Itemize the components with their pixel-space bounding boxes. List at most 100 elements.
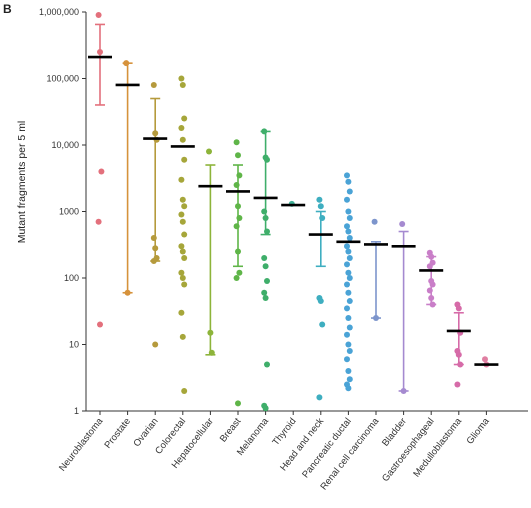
data-point [455, 351, 462, 358]
data-point [179, 248, 186, 255]
data-point [371, 218, 378, 225]
data-point [345, 341, 352, 348]
data-point [152, 341, 159, 348]
data-point [344, 331, 350, 338]
category-label: Neuroblastoma [57, 416, 106, 474]
data-point [345, 248, 352, 255]
data-point [181, 387, 188, 394]
data-point [319, 214, 326, 221]
category-label: Glioma [465, 416, 493, 447]
data-point [346, 376, 353, 383]
data-point [373, 315, 379, 322]
data-point [317, 203, 324, 210]
data-point [97, 321, 103, 328]
data-point [233, 275, 240, 281]
data-point [95, 12, 102, 19]
data-point [181, 281, 188, 288]
category-group [115, 60, 140, 296]
data-point [345, 269, 352, 276]
data-point [236, 269, 243, 276]
data-point [345, 228, 352, 235]
data-point [344, 172, 350, 179]
category-group [419, 249, 444, 308]
data-point [455, 305, 462, 312]
data-point [346, 324, 353, 331]
category-group [446, 301, 471, 388]
data-point [179, 196, 186, 203]
category-group [170, 75, 195, 394]
data-point [346, 234, 353, 241]
data-point [264, 228, 270, 235]
axes: 1 10 100 1000 10,000 100,000 1,000,000 [39, 7, 528, 416]
data-point [97, 49, 103, 56]
data-point [319, 321, 326, 328]
data-point [344, 261, 350, 268]
data-point [181, 156, 188, 163]
data-point [345, 208, 352, 215]
data-point [345, 289, 352, 296]
category-label: Prostate [103, 416, 133, 451]
data-point [150, 258, 157, 265]
y-tick-label: 10 [69, 340, 79, 350]
data-point [482, 356, 488, 363]
data-point [429, 301, 436, 308]
data-point [179, 275, 186, 281]
category-label: Thyroid [270, 416, 298, 448]
data-point [454, 381, 461, 388]
data-point [428, 295, 435, 302]
category-group [474, 356, 499, 368]
data-point [179, 333, 186, 340]
data-point [178, 125, 185, 132]
category-group [198, 148, 223, 356]
y-tick-label: 1 [74, 406, 79, 416]
data-point [261, 208, 268, 215]
category-group [308, 196, 333, 401]
y-tick-label: 10,000 [51, 140, 79, 150]
category-label: Medulloblastoma [411, 416, 464, 480]
data-point [346, 214, 353, 221]
data-point [316, 394, 323, 401]
data-point [124, 289, 131, 296]
data-point [344, 223, 350, 230]
data-point [152, 245, 159, 252]
chart-marks [88, 12, 499, 412]
data-point [179, 81, 186, 88]
data-point [178, 243, 185, 250]
data-point [264, 361, 270, 368]
category-label: Ovarian [131, 416, 160, 449]
data-point [206, 148, 212, 155]
panel-label: B [3, 2, 12, 16]
data-point [178, 211, 185, 218]
data-point [181, 115, 188, 122]
category-group [336, 172, 361, 392]
data-point [426, 287, 433, 294]
data-point [346, 188, 353, 195]
data-point [181, 203, 188, 210]
data-point [178, 269, 185, 276]
data-point [233, 223, 240, 230]
data-point [429, 281, 436, 288]
data-point [346, 347, 353, 354]
data-point [178, 176, 185, 183]
data-point [457, 361, 464, 368]
data-point [262, 214, 269, 221]
data-point [150, 234, 157, 241]
data-point [344, 305, 350, 312]
category-group [253, 128, 278, 412]
category-group [281, 200, 306, 207]
data-point [344, 243, 350, 250]
category-label: Breast [218, 416, 244, 445]
y-tick-label: 1000 [59, 207, 79, 217]
data-point [235, 248, 241, 255]
category-group [226, 139, 250, 407]
data-point [233, 139, 240, 146]
data-point [235, 203, 241, 210]
data-point [235, 400, 241, 407]
category-group [88, 12, 112, 328]
y-axis-title: Mutant fragments per 5 ml [16, 121, 28, 244]
category-group [143, 81, 168, 348]
data-point [344, 196, 350, 203]
data-point [399, 220, 406, 227]
data-point [98, 168, 105, 175]
